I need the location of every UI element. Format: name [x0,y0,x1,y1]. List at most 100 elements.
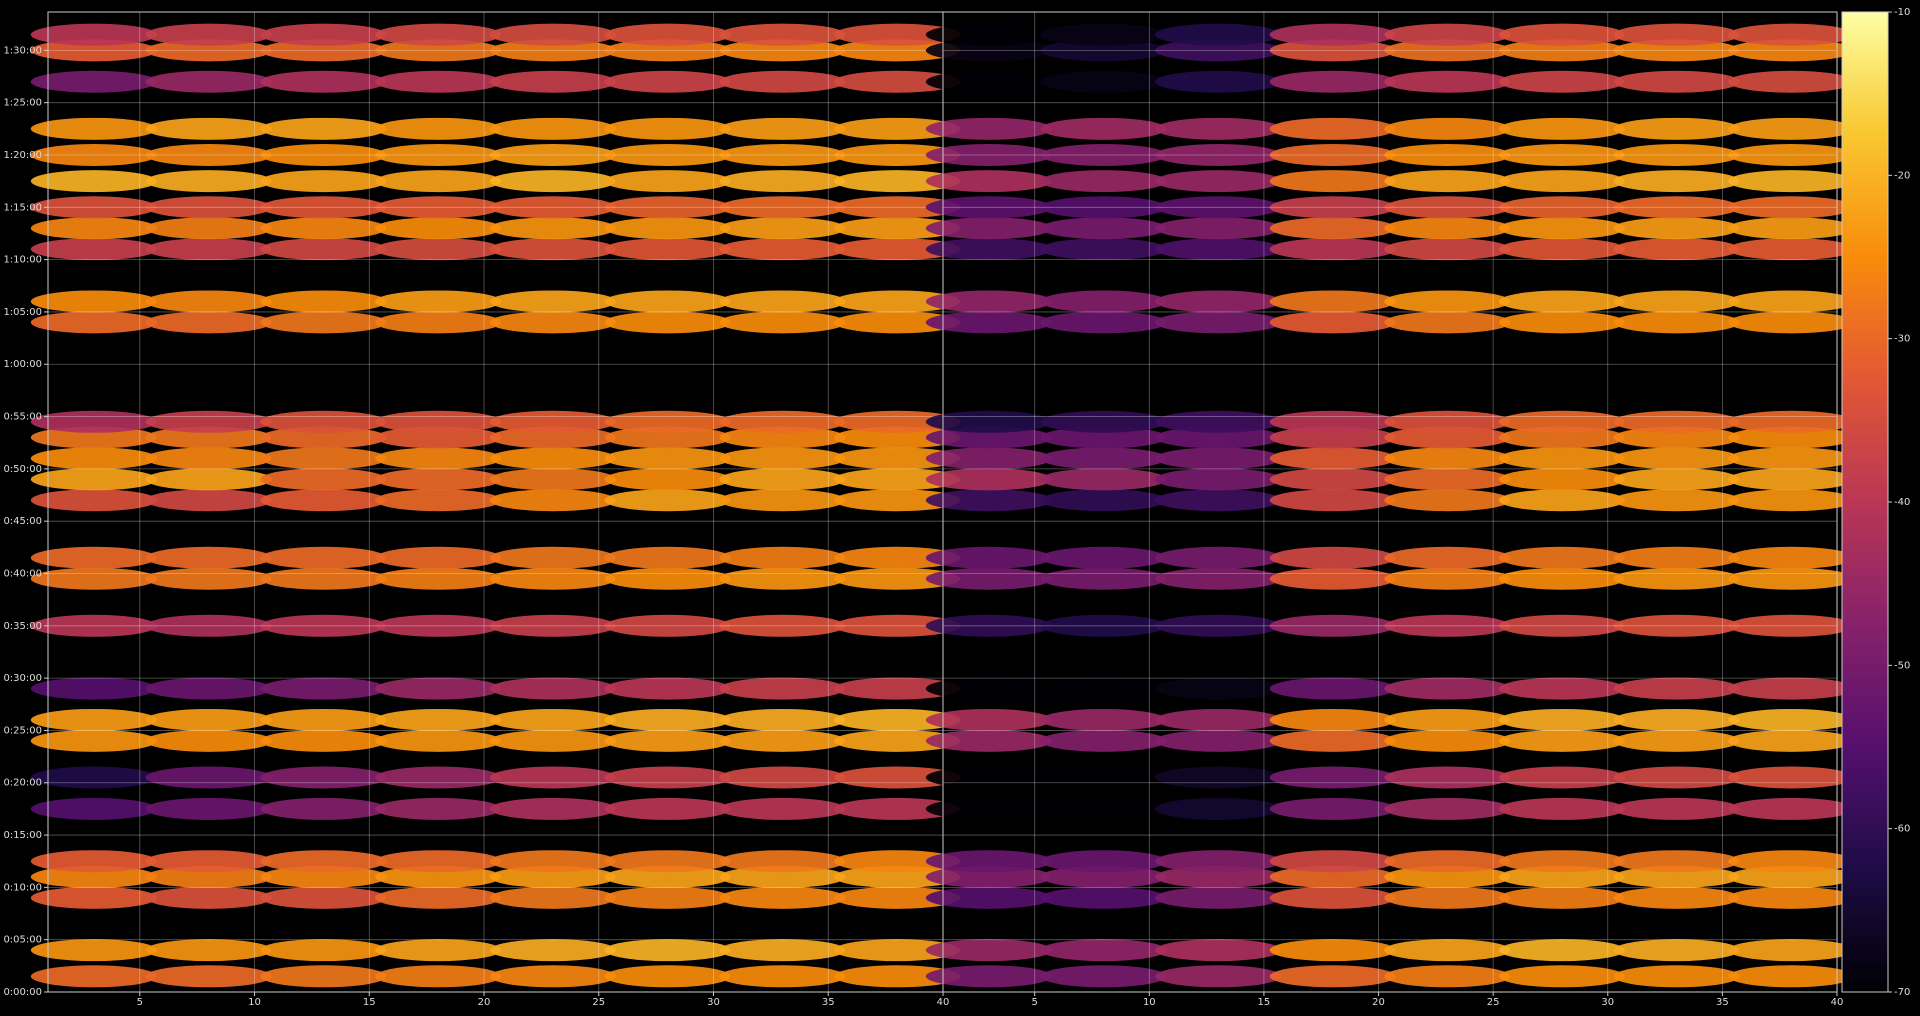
cell [719,426,846,449]
cell [604,766,731,789]
cell [604,238,731,261]
cell [925,965,1052,988]
cell [1384,614,1511,637]
y-tick-label: 0:55:00 [3,412,42,423]
cell [1384,290,1511,313]
cell [925,447,1052,470]
cell [1155,117,1282,140]
cell [1040,965,1167,988]
cell [375,447,502,470]
cell [30,614,158,637]
cell [604,489,731,512]
cell [1384,117,1511,140]
y-tick-label: 0:35:00 [3,621,42,632]
y-tick-label: 1:10:00 [3,255,42,266]
cell [260,865,387,888]
cell [375,426,502,449]
colorbar-tick-label: -30 [1894,334,1910,345]
cell [1269,410,1396,433]
cell [719,117,846,140]
cell [1613,965,1740,988]
cell [375,468,502,491]
cell [1728,729,1855,752]
cell [1613,865,1740,888]
cell [1269,614,1396,637]
cell [145,677,272,700]
cell [30,708,158,731]
cell [1269,567,1396,590]
cell [1498,546,1625,569]
cell [833,567,961,590]
cell [1384,865,1511,888]
x-tick-label: 30 [1601,997,1614,1008]
cell [1498,426,1625,449]
cell [719,23,846,46]
cell [1384,965,1511,988]
cell [30,70,158,93]
cell [1384,886,1511,909]
cell [925,23,1052,46]
cell [1384,939,1511,962]
cell [30,447,158,470]
cell [1498,117,1625,140]
cell [1498,567,1625,590]
cell [145,468,272,491]
cell [1155,677,1282,700]
cell [604,170,731,193]
cell [833,39,961,62]
cell [375,708,502,731]
cell [1269,170,1396,193]
cell [489,447,616,470]
cell [1613,117,1740,140]
cell [1155,410,1282,433]
cell [260,850,387,873]
cell [1155,170,1282,193]
cell [30,939,158,962]
cell [1613,410,1740,433]
cell [1155,39,1282,62]
cell [145,70,272,93]
cell [925,410,1052,433]
cell [1613,468,1740,491]
cell [1498,797,1625,820]
cell [489,766,616,789]
cell [925,143,1052,166]
cell [1269,797,1396,820]
cell [1728,290,1855,313]
cell [925,729,1052,752]
cell [1498,410,1625,433]
cell [925,708,1052,731]
cell [489,468,616,491]
cell [833,426,961,449]
cell [1728,546,1855,569]
cell [604,426,731,449]
x-tick-label: 40 [937,997,950,1008]
cell [489,39,616,62]
cell [489,117,616,140]
cell [375,143,502,166]
cell [1040,708,1167,731]
cell [1040,797,1167,820]
cell [1155,939,1282,962]
cell [925,170,1052,193]
cell [375,238,502,261]
cell [375,290,502,313]
cell [1269,677,1396,700]
cell [260,489,387,512]
cell [260,468,387,491]
cell [833,489,961,512]
cell [1269,426,1396,449]
cell [1040,311,1167,334]
cell [604,939,731,962]
cell [489,614,616,637]
cell [1155,850,1282,873]
cell [145,426,272,449]
cell [375,170,502,193]
cell [489,410,616,433]
cell [1728,70,1855,93]
cell [1498,143,1625,166]
cell [1155,311,1282,334]
cell [1384,70,1511,93]
cell [604,850,731,873]
cell [833,886,961,909]
